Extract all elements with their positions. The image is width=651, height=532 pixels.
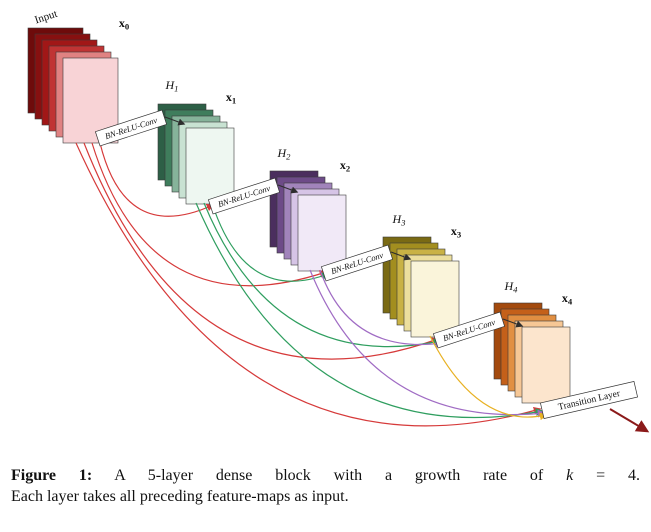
skip-connection-green: [211, 202, 330, 282]
skip-connection-green: [203, 202, 442, 348]
skip-connection-red: [75, 142, 542, 427]
label-input: Input: [33, 8, 59, 27]
skip-connection-purple: [309, 269, 546, 418]
input-stack: [27, 27, 119, 144]
caption-line-2: Each layer takes all preceding feature-m…: [11, 487, 349, 505]
skip-connection-purple: [319, 269, 444, 348]
label-x4: x4: [562, 291, 573, 307]
label-x1: x1: [226, 90, 236, 106]
x2-stack: [269, 170, 347, 272]
feature-map-sheet: [521, 326, 571, 404]
caption-line-1: Figure 1: A 5-layer dense block with a g…: [11, 466, 640, 487]
flow-arrow: [609, 408, 650, 433]
label-h4: H4: [504, 279, 519, 295]
skip-connection-yellow: [429, 335, 548, 421]
caption-text: A 5-layer dense block with a growth rate…: [114, 467, 544, 484]
label-h1: H1: [165, 78, 179, 94]
densenet-diagram: BN-ReLU-ConvBN-ReLU-ConvBN-ReLU-ConvBN-R…: [27, 8, 650, 433]
label-x0: x0: [119, 16, 129, 32]
skip-connection-red: [99, 142, 215, 217]
skip-connection-red: [83, 142, 440, 360]
feature-map-sheet: [410, 260, 460, 338]
x1-stack: [157, 103, 235, 205]
skip-connection-red: [91, 142, 328, 287]
x3-stack: [382, 236, 460, 338]
label-h3: H3: [392, 212, 407, 228]
flow-arrow: [390, 251, 412, 261]
label-x3: x3: [451, 224, 462, 240]
feature-map-sheet: [185, 127, 235, 205]
x4-stack: [493, 302, 571, 404]
skip-connection-green: [195, 202, 544, 419]
figure-caption: Figure 1: A 5-layer dense block with a g…: [11, 466, 640, 508]
label-x2: x2: [340, 158, 350, 174]
flow-arrow: [277, 184, 299, 194]
caption-math-k: k: [566, 467, 574, 484]
flow-arrow: [164, 116, 186, 126]
caption-math-eq: = 4.: [596, 467, 641, 484]
caption-label: Figure 1:: [11, 467, 93, 484]
feature-map-sheet: [297, 194, 347, 272]
label-h2: H2: [277, 146, 292, 162]
flow-arrow: [502, 318, 524, 328]
